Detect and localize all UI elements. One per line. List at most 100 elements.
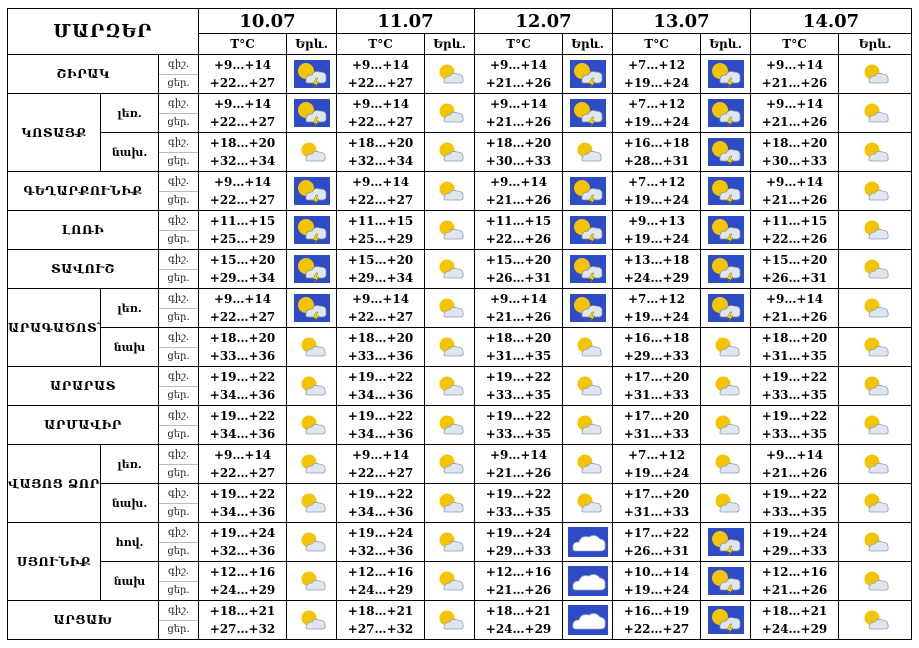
temperature-cell: +9…+14 +21…+26 [474, 288, 564, 328]
night-label: գիշ. [159, 368, 198, 387]
sun-cloud-icon [838, 210, 913, 250]
sun-cloud-icon [700, 444, 752, 484]
day-temperature: +34…+36 [209, 427, 276, 441]
temperature-cell: +18…+20 +31…+35 [474, 327, 564, 367]
night-temperature: +9…+14 [213, 175, 272, 189]
region-name: ԱՐՄԱՎԻՐ [7, 405, 159, 445]
temperature-cell: +9…+14 +22…+27 [336, 54, 426, 94]
sun-cloud-icon [424, 483, 476, 523]
temperature-cell: +17…+20 +31…+33 [612, 483, 702, 523]
night-temperature: +16…+18 [623, 136, 690, 150]
sun-cloud-icon [838, 405, 913, 445]
temperature-cell: +9…+14 +21…+26 [750, 288, 840, 328]
day-temperature: +24…+29 [761, 622, 828, 636]
temperature-cell: +19…+22 +34…+36 [336, 405, 426, 445]
thunderstorm-icon [286, 288, 338, 328]
day-temperature: +31…+33 [623, 388, 690, 402]
day-label: ցեր. [167, 350, 190, 362]
period-labels: գիշ. ցեր. [157, 93, 200, 133]
thunderstorm-icon [562, 249, 614, 289]
night-temperature: +19…+22 [761, 370, 828, 384]
day-label: ցեր. [167, 467, 190, 479]
temperature-cell: +17…+20 +31…+33 [612, 405, 702, 445]
table-row: ՏԱՎՈՒՇ գիշ. ցեր. +15…+20 +29…+34 +15…+20 +29…+… [7, 249, 913, 289]
night-temperature: +19…+22 [761, 487, 828, 501]
sun-cloud-icon [562, 444, 614, 484]
day-temperature: +34…+36 [209, 505, 276, 519]
night-temperature: +19…+22 [485, 487, 552, 501]
day-temperature: +30…+33 [761, 154, 828, 168]
sun-cloud-icon [424, 132, 476, 172]
thunderstorm-icon [286, 249, 338, 289]
thunderstorm-icon [562, 210, 614, 250]
temperature-cell: +9…+14 +22…+27 [336, 93, 426, 133]
temperature-cell: +15…+20 +29…+34 [336, 249, 426, 289]
temp-column-header: T°C [336, 33, 426, 55]
temperature-cell: +11…+15 +25…+29 [336, 210, 426, 250]
sun-cloud-icon [700, 405, 752, 445]
day-label: ցեր. [167, 194, 190, 206]
day-temperature: +30…+33 [485, 154, 552, 168]
sun-cloud-icon [286, 561, 338, 601]
region-name: ԱՐԱՐԱՏ [7, 366, 159, 406]
zone-label: լեռ. [100, 288, 159, 328]
night-temperature: +9…+14 [351, 175, 410, 189]
temperature-cell: +7…+12 +19…+24 [612, 288, 702, 328]
night-temperature: +18…+21 [485, 604, 552, 618]
sun-cloud-icon [424, 249, 476, 289]
day-temperature: +31…+35 [761, 349, 828, 363]
sun-cloud-icon [424, 600, 476, 640]
temperature-cell: +18…+21 +27…+32 [198, 600, 288, 640]
night-label: գիշ. [159, 329, 198, 348]
day-temperature: +21…+26 [761, 193, 828, 207]
temperature-cell: +9…+14 +22…+27 [198, 444, 288, 484]
period-labels: գիշ. ցեր. [157, 444, 200, 484]
thunderstorm-icon [700, 93, 752, 133]
night-temperature: +18…+20 [209, 331, 276, 345]
table-row: նախ. գիշ. ցեր. +18…+20 +32…+34 +18…+20 +32…+34… [8, 132, 913, 172]
thunderstorm-icon [700, 54, 752, 94]
table-row: նախ գիշ. ցեր. +18…+20 +33…+36 +18…+20 +33…+36 +… [8, 327, 913, 367]
day-temperature: +33…+36 [209, 349, 276, 363]
night-temperature: +19…+22 [347, 487, 414, 501]
night-temperature: +18…+20 [761, 331, 828, 345]
period-labels: գիշ. ցեր. [157, 366, 200, 406]
temperature-cell: +19…+22 +33…+35 [750, 405, 840, 445]
period-labels: գիշ. ցեր. [157, 210, 200, 250]
night-temperature: +19…+22 [761, 409, 828, 423]
day-temperature: +21…+26 [761, 310, 828, 324]
night-temperature: +18…+20 [485, 331, 552, 345]
night-temperature: +15…+20 [209, 253, 276, 267]
temperature-cell: +18…+21 +27…+32 [336, 600, 426, 640]
temperature-cell: +11…+15 +22…+26 [474, 210, 564, 250]
thunderstorm-icon [700, 132, 752, 172]
temperature-cell: +11…+15 +25…+29 [198, 210, 288, 250]
night-temperature: +9…+13 [627, 214, 686, 228]
day-temperature: +29…+33 [623, 349, 690, 363]
day-temperature: +21…+26 [485, 310, 552, 324]
night-label: գիշ. [159, 173, 198, 192]
night-temperature: +18…+21 [209, 604, 276, 618]
night-temperature: +18…+20 [209, 136, 276, 150]
regions-header: ՄԱՐԶԵՐ [6, 8, 200, 55]
night-temperature: +9…+14 [765, 448, 824, 462]
period-labels: գիշ. ցեր. [157, 483, 200, 523]
temperature-cell: +19…+22 +34…+36 [198, 366, 288, 406]
day-temperature: +31…+35 [485, 349, 552, 363]
table-row: ՍՅՈՒՆԻՔ հով. գիշ. ցեր. +19…+24 +32…+36 +19…+24… [7, 522, 913, 601]
day-temperature: +21…+26 [761, 115, 828, 129]
night-temperature: +11…+15 [761, 214, 828, 228]
sun-cloud-icon [562, 327, 614, 367]
temperature-cell: +19…+22 +33…+35 [474, 405, 564, 445]
region-name: ՇԻՐԱԿ [7, 54, 159, 94]
sun-cloud-icon [838, 288, 913, 328]
temperature-cell: +19…+24 +29…+33 [474, 522, 564, 562]
night-temperature: +12…+16 [209, 565, 276, 579]
night-temperature: +9…+14 [489, 58, 548, 72]
sun-cloud-icon [838, 561, 913, 601]
night-temperature: +17…+20 [623, 409, 690, 423]
temperature-cell: +12…+16 +24…+29 [198, 561, 288, 601]
temperature-cell: +16…+18 +28…+31 [612, 132, 702, 172]
sun-cloud-icon [424, 522, 476, 562]
night-label: գիշ. [159, 563, 198, 582]
